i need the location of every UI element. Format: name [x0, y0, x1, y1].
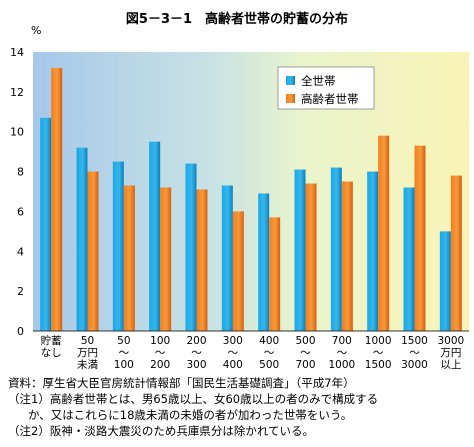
note-1-continued: か、又はこれらに18歳未満の未婚の者が加わった世帯をいう。 [28, 408, 353, 422]
note-1: （注1）高齢者世帯とは、男65歳以上、女60歳以上の者のみで構成する [8, 392, 379, 406]
legend-swatch-2 [286, 94, 295, 103]
bar-all-households-5 [185, 163, 197, 331]
x-tick-label-3: 50 ～ 100 [114, 335, 134, 371]
x-tick-label-4: 100 ～ 200 [150, 335, 170, 371]
y-tick-label: 10 [10, 126, 24, 139]
y-tick-label: 14 [10, 46, 24, 59]
x-tick-label-9: 700 ～ 1000 [328, 335, 355, 371]
bar-all-households-12 [439, 231, 451, 331]
bar-all-households-2 [76, 147, 88, 331]
bar-elderly-households-4 [160, 187, 172, 331]
bar-all-households-11 [403, 187, 415, 331]
y-tick-label: 6 [17, 205, 24, 218]
legend-label-1: 全世帯 [301, 74, 336, 88]
bar-elderly-households-7 [269, 217, 281, 331]
bar-elderly-households-12 [450, 175, 462, 331]
y-axis-unit: % [31, 24, 41, 37]
legend-swatch-1 [286, 76, 295, 85]
bar-all-households-10 [367, 171, 379, 331]
bar-all-households-1 [40, 117, 52, 331]
x-tick-label-2: 50 万円未満 [77, 335, 98, 371]
bar-all-households-8 [294, 169, 306, 331]
y-tick-label: 2 [17, 285, 24, 298]
bar-all-households-4 [149, 141, 161, 331]
source-note: 資料：厚生省大臣官房統計情報部「国民生活基礎調査」（平成7年） [8, 376, 355, 390]
chart: 図5－3－1 高齢者世帯の貯蓄の分布 % 0 2 4 6 8 10 12 14 貯蓄なし 50 万… [10, 11, 469, 371]
bar-elderly-households-2 [87, 171, 99, 331]
bar-all-households-6 [221, 185, 233, 331]
notes: 資料：厚生省大臣官房統計情報部「国民生活基礎調査」（平成7年） （注1）高齢者世… [8, 375, 470, 439]
bar-elderly-households-3 [123, 185, 135, 331]
chart-title: 図5－3－1 高齢者世帯の貯蓄の分布 [126, 11, 348, 27]
y-tick-label: 0 [17, 325, 24, 338]
x-tick-label-10: 1000 ～ 1500 [365, 335, 392, 371]
x-tick-label-6: 300 ～ 400 [223, 335, 243, 371]
bar-elderly-households-8 [305, 183, 317, 331]
bar-elderly-households-9 [341, 181, 353, 331]
bar-elderly-households-1 [51, 67, 63, 331]
plot-area [33, 52, 469, 331]
bar-elderly-households-5 [196, 189, 208, 331]
bar-all-households-7 [258, 193, 270, 331]
bar-elderly-households-11 [414, 145, 426, 331]
bar-elderly-households-6 [232, 211, 244, 331]
y-tick-label: 4 [17, 245, 24, 258]
bar-all-households-9 [330, 167, 342, 331]
note-2: （注2）阪神・淡路大震災のため兵庫県分は除かれている。 [8, 424, 314, 438]
legend-label-2: 高齢者世帯 [301, 92, 359, 106]
x-tick-label-7: 400 ～ 500 [259, 335, 279, 371]
bar-elderly-households-10 [378, 135, 390, 331]
y-tick-label: 8 [17, 166, 24, 179]
x-tick-label-1: 貯蓄なし [41, 335, 62, 359]
x-tick-label-5: 200 ～ 300 [186, 335, 206, 371]
x-tick-label-11: 1500 ～ 3000 [401, 335, 428, 371]
bar-all-households-3 [112, 161, 124, 331]
x-tick-label-8: 500 ～ 700 [295, 335, 315, 371]
y-tick-label: 12 [10, 86, 24, 99]
x-tick-label-12: 3000 万円以上 [437, 335, 464, 371]
